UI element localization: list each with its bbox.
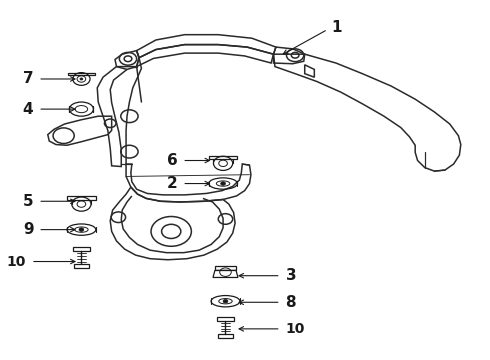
Circle shape bbox=[220, 182, 225, 185]
Text: 4: 4 bbox=[23, 102, 33, 117]
Text: 2: 2 bbox=[167, 176, 177, 191]
Text: 10: 10 bbox=[7, 255, 26, 269]
Circle shape bbox=[79, 228, 84, 231]
Circle shape bbox=[223, 300, 228, 303]
Text: 6: 6 bbox=[167, 153, 177, 168]
Text: 10: 10 bbox=[286, 322, 305, 336]
Text: 1: 1 bbox=[331, 20, 342, 35]
Text: 5: 5 bbox=[23, 194, 33, 209]
Circle shape bbox=[80, 78, 83, 80]
Text: 9: 9 bbox=[23, 222, 33, 237]
Text: 7: 7 bbox=[23, 72, 33, 86]
Text: 3: 3 bbox=[286, 268, 296, 283]
Text: 8: 8 bbox=[286, 295, 296, 310]
